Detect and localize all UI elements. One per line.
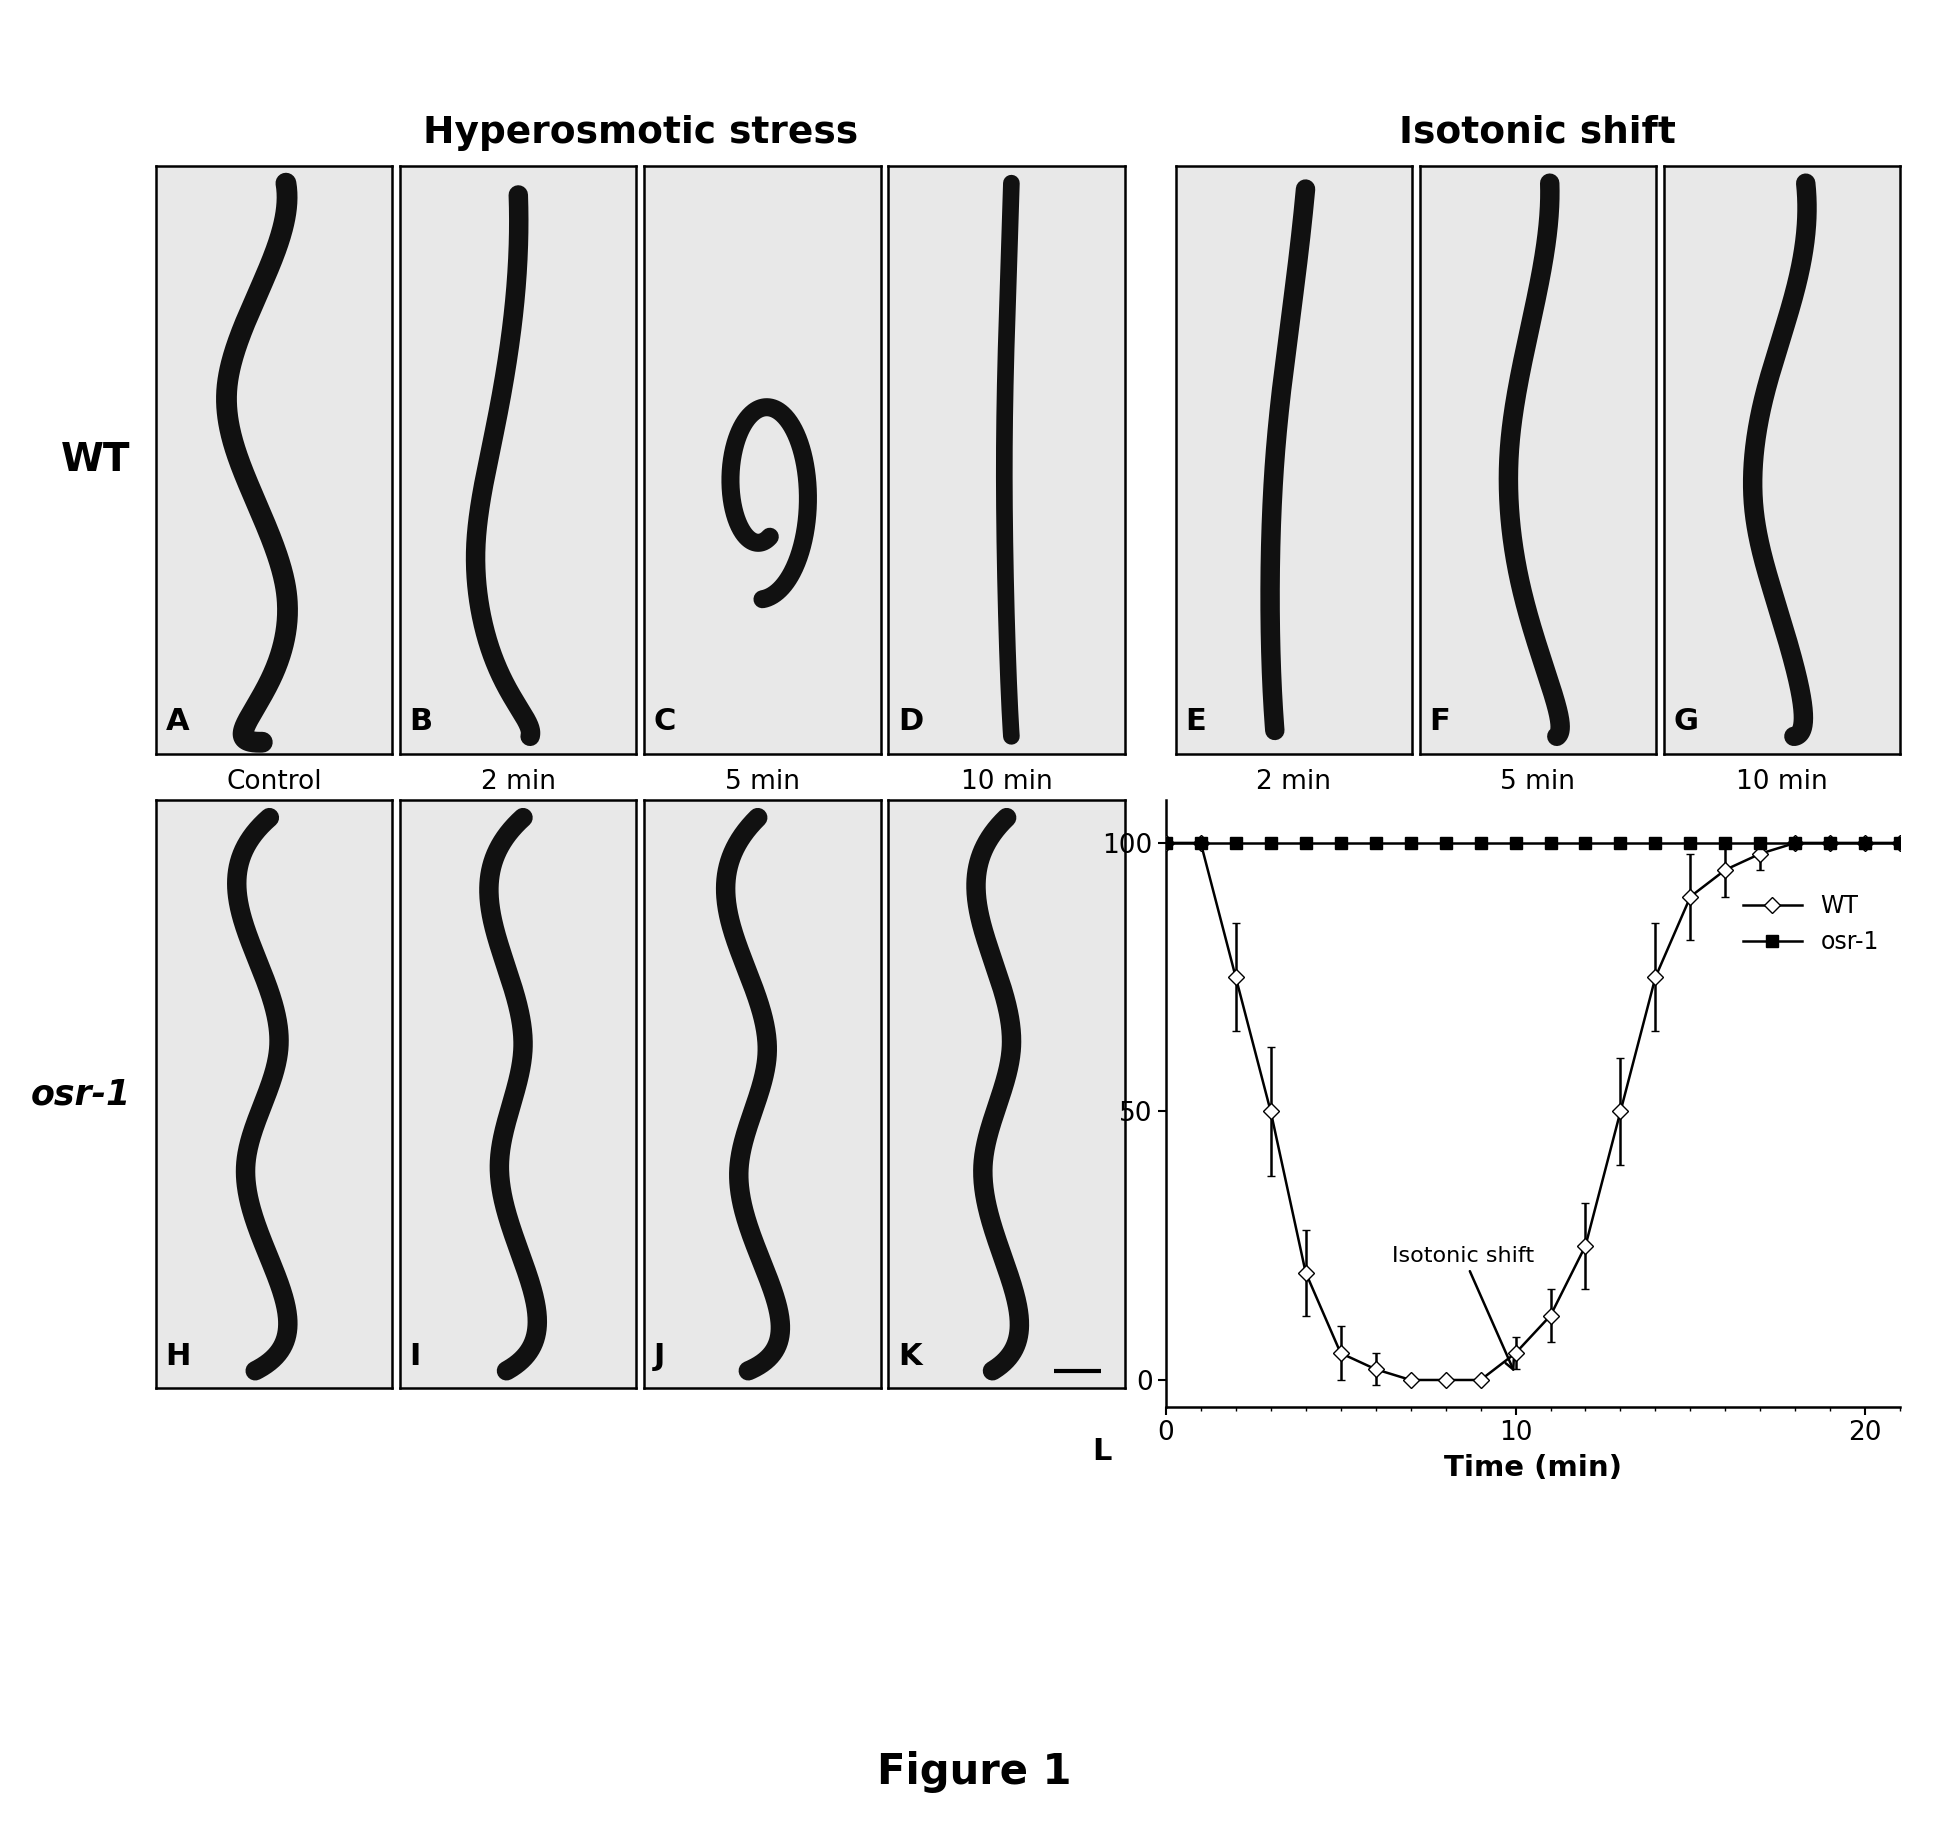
- Text: Figure 1: Figure 1: [877, 1751, 1071, 1793]
- Text: K: K: [898, 1342, 921, 1370]
- Text: E: E: [1184, 708, 1206, 736]
- Text: J: J: [653, 1342, 664, 1370]
- Text: L: L: [1091, 1438, 1110, 1466]
- Text: Isotonic shift: Isotonic shift: [1399, 114, 1675, 151]
- Text: A: A: [166, 708, 189, 736]
- Text: 10 min: 10 min: [1736, 769, 1827, 794]
- Text: osr-1: osr-1: [31, 1078, 131, 1111]
- Text: 2 min: 2 min: [1256, 769, 1330, 794]
- Text: Isotonic shift: Isotonic shift: [1391, 1245, 1533, 1370]
- Text: 5 min: 5 min: [725, 769, 799, 794]
- Legend: WT, osr-1: WT, osr-1: [1732, 885, 1888, 964]
- Text: I: I: [409, 1342, 421, 1370]
- X-axis label: Time (min): Time (min): [1443, 1455, 1621, 1482]
- Text: F: F: [1428, 708, 1449, 736]
- Text: Control: Control: [226, 769, 321, 794]
- Text: D: D: [898, 708, 923, 736]
- Text: 10 min: 10 min: [960, 769, 1052, 794]
- Text: WT: WT: [60, 441, 131, 478]
- Text: B: B: [409, 708, 432, 736]
- Text: G: G: [1673, 708, 1697, 736]
- Text: Hyperosmotic stress: Hyperosmotic stress: [423, 114, 857, 151]
- Text: 5 min: 5 min: [1500, 769, 1574, 794]
- Text: 2 min: 2 min: [481, 769, 555, 794]
- Text: C: C: [653, 708, 676, 736]
- Text: H: H: [166, 1342, 191, 1370]
